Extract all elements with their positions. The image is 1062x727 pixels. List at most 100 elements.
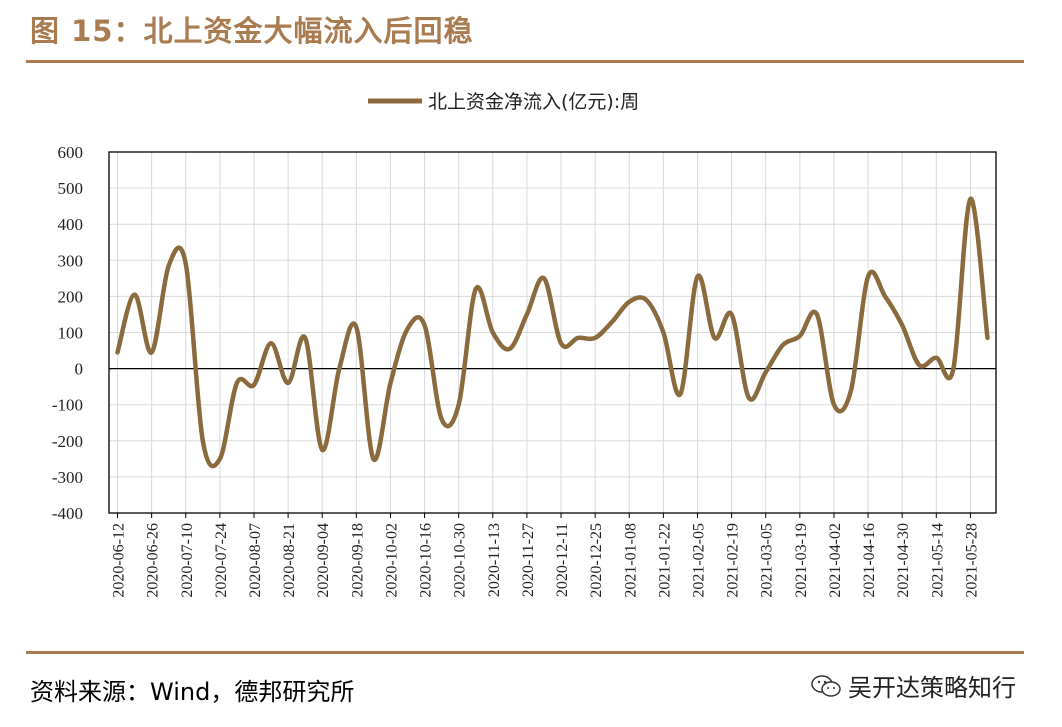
- data-point: [781, 343, 785, 347]
- data-point: [815, 312, 819, 316]
- data-point: [798, 334, 802, 338]
- chart-legend: 北上资金净流入(亿元):周: [368, 91, 639, 113]
- x-tick-label: 2020-10-30: [452, 523, 469, 598]
- x-tick-label: 2020-06-26: [145, 523, 162, 598]
- y-tick-label: -100: [52, 396, 83, 415]
- y-tick-label: 300: [58, 251, 84, 270]
- y-tick-label: 600: [58, 143, 84, 162]
- data-point: [150, 350, 154, 354]
- chart-series: [115, 196, 990, 469]
- data-point: [201, 439, 205, 443]
- data-point: [184, 262, 188, 266]
- x-tick-label: 2020-07-24: [213, 523, 230, 598]
- x-tick-label: 2020-08-21: [281, 523, 298, 598]
- x-tick-label: 2021-02-05: [690, 523, 707, 598]
- data-point: [678, 392, 682, 396]
- x-tick-label: 2021-05-28: [963, 523, 980, 598]
- data-point: [644, 298, 648, 302]
- x-tick-label: 2020-10-02: [383, 523, 400, 598]
- x-tick-label: 2020-11-13: [486, 523, 503, 597]
- plot-frame: [108, 151, 997, 514]
- data-point: [713, 336, 717, 340]
- data-point: [388, 381, 392, 385]
- data-point: [951, 367, 955, 371]
- x-tick-label: 2021-03-05: [759, 523, 776, 598]
- y-tick-label: 0: [75, 360, 84, 379]
- y-tick-label: -200: [52, 432, 83, 451]
- data-point: [320, 448, 324, 452]
- x-tick-label: 2021-01-08: [622, 523, 639, 598]
- legend-label: 北上资金净流入(亿元):周: [428, 91, 639, 113]
- data-point: [525, 312, 529, 316]
- x-tick-label: 2020-07-10: [179, 523, 196, 598]
- data-point: [235, 381, 239, 385]
- data-point: [269, 341, 273, 345]
- top-divider: [26, 60, 1024, 63]
- x-tick-label: 2020-09-04: [315, 523, 332, 598]
- data-point: [576, 336, 580, 340]
- y-axis-ticks: 600 500 400 300 200 100 0 -100 -200 -300 -400: [52, 143, 83, 523]
- data-point: [218, 457, 222, 461]
- data-point: [303, 336, 307, 340]
- y-tick-label: -400: [52, 504, 83, 523]
- data-point: [985, 336, 989, 340]
- x-tick-label: 2021-03-19: [793, 523, 810, 598]
- data-point: [917, 363, 921, 367]
- data-point: [934, 356, 938, 360]
- data-point: [167, 264, 171, 268]
- data-point: [508, 347, 512, 351]
- data-point: [133, 293, 137, 297]
- x-tick-label: 2020-12-25: [588, 523, 605, 598]
- data-point: [423, 323, 427, 327]
- data-point: [900, 323, 904, 327]
- y-tick-label: 400: [58, 215, 84, 234]
- x-tick-label: 2020-12-11: [554, 523, 571, 597]
- x-tick-label: 2020-06-12: [111, 523, 128, 598]
- x-tick-label: 2021-04-30: [895, 523, 912, 598]
- wechat-icon: [811, 675, 841, 697]
- data-point: [371, 457, 375, 461]
- data-point: [730, 312, 734, 316]
- y-tick-label: 500: [58, 179, 84, 198]
- data-point: [849, 388, 853, 392]
- x-tick-label: 2020-09-18: [349, 523, 366, 598]
- y-tick-label: 100: [58, 324, 84, 343]
- data-point: [440, 417, 444, 421]
- data-point: [406, 327, 410, 331]
- x-tick-label: 2020-08-07: [247, 523, 264, 598]
- data-point: [610, 320, 614, 324]
- data-point: [747, 395, 751, 399]
- data-point: [457, 403, 461, 407]
- data-point: [627, 300, 631, 304]
- source-note: 资料来源：Wind，德邦研究所: [30, 678, 355, 706]
- x-tick-label: 2021-05-14: [929, 523, 946, 598]
- data-point: [695, 275, 699, 279]
- data-point: [337, 367, 341, 371]
- watermark-text: 吴开达策略知行: [848, 674, 1016, 702]
- x-tick-label: 2020-10-16: [418, 523, 435, 598]
- data-point: [354, 325, 358, 329]
- x-tick-label: 2021-04-02: [827, 523, 844, 598]
- x-tick-label: 2021-02-19: [725, 523, 742, 598]
- data-point: [866, 275, 870, 279]
- y-tick-label: -300: [52, 468, 83, 487]
- x-tick-label: 2021-04-16: [861, 523, 878, 598]
- watermark: 吴开达策略知行: [800, 664, 1040, 704]
- data-point: [593, 336, 597, 340]
- line-chart: 北上资金净流入(亿元):周 600 500 400 300 200 100 0 -100 -20…: [52, 91, 997, 598]
- data-point: [474, 287, 478, 291]
- data-point: [116, 350, 120, 354]
- data-point: [764, 370, 768, 374]
- data-point: [661, 331, 665, 335]
- x-tick-label: 2020-11-27: [520, 523, 537, 597]
- data-point: [968, 197, 972, 201]
- x-axis-ticks: 2020-06-12 2020-06-26 2020-07-10 2020-07-24…: [111, 513, 980, 598]
- data-point: [832, 403, 836, 407]
- bottom-divider: [26, 651, 1024, 654]
- data-point: [883, 294, 887, 298]
- series-line: [115, 196, 990, 469]
- figure-title: 图 15：北上资金大幅流入后回稳: [30, 14, 474, 48]
- data-point: [559, 341, 563, 345]
- chart-grid: [109, 152, 996, 513]
- x-tick-label: 2021-01-22: [656, 523, 673, 598]
